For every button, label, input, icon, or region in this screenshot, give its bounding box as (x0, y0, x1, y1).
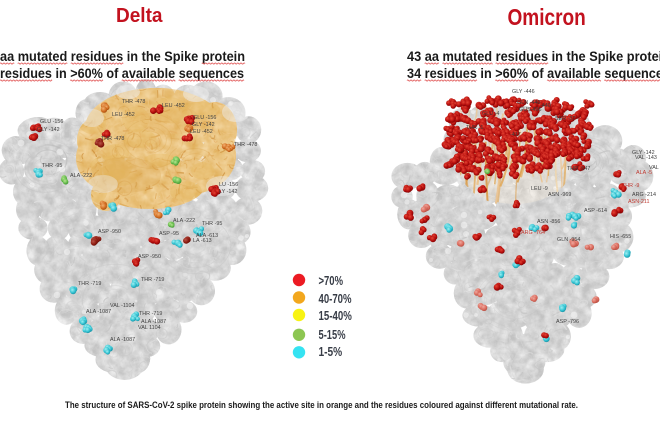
svg-text:Delta: Delta (116, 5, 163, 27)
svg-text:VAL -1104: VAL -1104 (110, 303, 134, 309)
svg-text:ASP -614: ASP -614 (584, 208, 607, 214)
svg-text:The structure of SARS-CoV-2 sp: The structure of SARS-CoV-2 spike protei… (65, 400, 578, 410)
svg-text:-417: -417 (510, 132, 521, 138)
svg-text:LEU -452: LEU -452 (190, 129, 213, 135)
svg-text:ASN -856: ASN -856 (537, 219, 560, 225)
svg-text:VAL -143: VAL -143 (635, 155, 657, 161)
svg-text:ARG -764: ARG -764 (521, 230, 545, 236)
svg-text:5-15%: 5-15% (319, 328, 346, 342)
svg-text:ALA -222: ALA -222 (173, 218, 195, 224)
svg-text:VAL 1104: VAL 1104 (138, 325, 161, 331)
svg-text:THR -95: THR -95 (202, 221, 222, 227)
svg-text:residues in >60% of available: residues in >60% of available sequences (0, 65, 244, 81)
svg-text:GLU -156: GLU -156 (193, 115, 216, 121)
svg-text:ASP -950: ASP -950 (98, 229, 121, 235)
svg-text:ALA -1087: ALA -1087 (110, 337, 135, 343)
svg-text:LY -142: LY -142 (219, 189, 237, 195)
svg-text:THR -478: THR -478 (234, 142, 257, 148)
svg-text:ASP -796: ASP -796 (556, 319, 579, 325)
svg-text:GLN -954: GLN -954 (557, 237, 580, 243)
svg-text:LEU -9: LEU -9 (531, 186, 548, 192)
svg-text:aa mutated residues in the Spi: aa mutated residues in the Spike protein (0, 48, 245, 64)
svg-text:SER -37: SER -37 (555, 116, 575, 122)
svg-text:Omicron: Omicron (508, 4, 586, 30)
svg-text:GLY -142: GLY -142 (192, 122, 215, 128)
svg-text:HIS -655: HIS -655 (610, 234, 631, 240)
svg-text:THR -719: THR -719 (141, 277, 164, 283)
svg-text:ASP -95: ASP -95 (159, 231, 179, 237)
svg-text:THR -95: THR -95 (42, 163, 62, 169)
svg-text:40-70%: 40-70% (319, 292, 352, 306)
svg-text:THR -547: THR -547 (567, 166, 590, 172)
svg-text:GLU -156: GLU -156 (40, 119, 63, 125)
svg-text:ASP -950: ASP -950 (138, 254, 161, 260)
svg-text:ASN-211: ASN-211 (628, 199, 649, 205)
svg-text:THR -478: THR -478 (101, 136, 124, 142)
svg-text:43 aa mutated residues in the: 43 aa mutated residues in the Spike prot… (407, 48, 660, 64)
svg-text:THR -478: THR -478 (122, 99, 145, 105)
svg-text:ALA -5: ALA -5 (636, 170, 652, 176)
svg-text:ARG -214: ARG -214 (632, 192, 656, 198)
svg-text:ASN -969: ASN -969 (548, 192, 571, 198)
svg-text:GLY -142: GLY -142 (37, 127, 60, 133)
svg-text:15-40%: 15-40% (319, 309, 352, 323)
svg-text:THR -1: THR -1 (466, 125, 483, 131)
svg-text:LA -613: LA -613 (193, 238, 212, 244)
svg-text:1-5%: 1-5% (319, 345, 343, 359)
svg-text:LEU -452: LEU -452 (162, 103, 185, 109)
svg-text:LEU -452: LEU -452 (112, 112, 135, 118)
svg-text:THR -719: THR -719 (78, 281, 101, 287)
svg-text:THR -719: THR -719 (139, 311, 162, 317)
svg-text:34 residues in >60% of availab: 34 residues in >60% of available sequenc… (407, 65, 660, 81)
svg-text:ALA -222: ALA -222 (70, 173, 92, 179)
svg-text:GLY -446: GLY -446 (512, 89, 535, 95)
svg-text:THR -9: THR -9 (622, 183, 639, 189)
svg-text:ALA -1087: ALA -1087 (86, 309, 111, 315)
svg-text:>70%: >70% (319, 274, 344, 288)
svg-text:GLU -4: GLU -4 (482, 111, 499, 117)
svg-text:GUS-496: GUS-496 (519, 107, 541, 113)
svg-text:-440: -440 (540, 103, 551, 109)
svg-text:LU -156: LU -156 (219, 182, 238, 188)
svg-text:GLN -440: GLN -440 (517, 100, 540, 106)
